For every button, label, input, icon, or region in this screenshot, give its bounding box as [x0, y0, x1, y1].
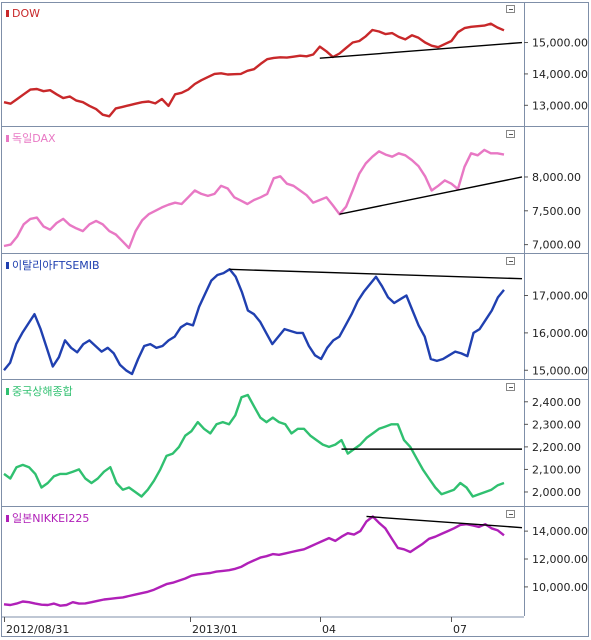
legend-label-1: DOW — [12, 7, 40, 20]
y-tick-label-5-2: 12,000.00 — [532, 553, 588, 566]
series-line-2 — [3, 148, 505, 250]
y-tick-label-3-2: 16,000.00 — [532, 327, 588, 340]
y-tick-label-2-1: 8,000.00 — [532, 171, 581, 184]
y-tick-label-2-3: 7,000.00 — [532, 239, 581, 252]
x-tick-label-4: 07 — [453, 623, 467, 636]
y-tick-label-1-3: 13,000.00 — [532, 99, 588, 112]
y-tick-label-2-2: 7,500.00 — [532, 205, 581, 218]
series-line-4 — [3, 393, 505, 498]
trendline-1 — [319, 41, 523, 59]
y-tick-label-3-1: 17,000.00 — [532, 290, 588, 303]
legend-label-2: 독일DAX — [12, 131, 56, 145]
y-tick-label-4-1: 2,400.00 — [532, 396, 581, 409]
legend-label-4: 중국상해종합 — [12, 384, 73, 398]
legend-marker-2 — [6, 135, 9, 142]
legend-label-3: 이탈리아FTSEMIB — [12, 259, 100, 272]
y-tick-label-1-1: 15,000.00 — [532, 37, 588, 50]
trendline-2 — [339, 176, 523, 215]
trendline-3 — [229, 268, 523, 280]
legend-marker-1 — [6, 10, 9, 17]
x-tick-label-2: 2013/01 — [192, 623, 238, 636]
y-tick-label-4-4: 2,100.00 — [532, 463, 581, 476]
series-line-1 — [3, 22, 505, 118]
series-line-3 — [3, 268, 505, 376]
trendline-5 — [366, 515, 523, 529]
y-tick-label-1-2: 14,000.00 — [532, 68, 588, 81]
x-tick-label-1: 2012/08/31 — [6, 623, 69, 636]
y-tick-label-4-5: 2,000.00 — [532, 486, 581, 499]
legend-marker-4 — [6, 388, 9, 395]
legend-label-5: 일본NIKKEI225 — [12, 511, 89, 525]
y-tick-label-4-3: 2,200.00 — [532, 441, 581, 454]
series-line-5 — [3, 515, 505, 607]
y-tick-label-5-1: 14,000.00 — [532, 525, 588, 538]
x-tick-label-3: 04 — [322, 623, 336, 636]
y-tick-label-4-2: 2,300.00 — [532, 418, 581, 431]
y-tick-label-3-3: 15,000.00 — [532, 364, 588, 377]
y-tick-label-5-3: 10,000.00 — [532, 581, 588, 594]
legend-marker-3 — [6, 262, 9, 269]
legend-marker-5 — [6, 515, 9, 522]
